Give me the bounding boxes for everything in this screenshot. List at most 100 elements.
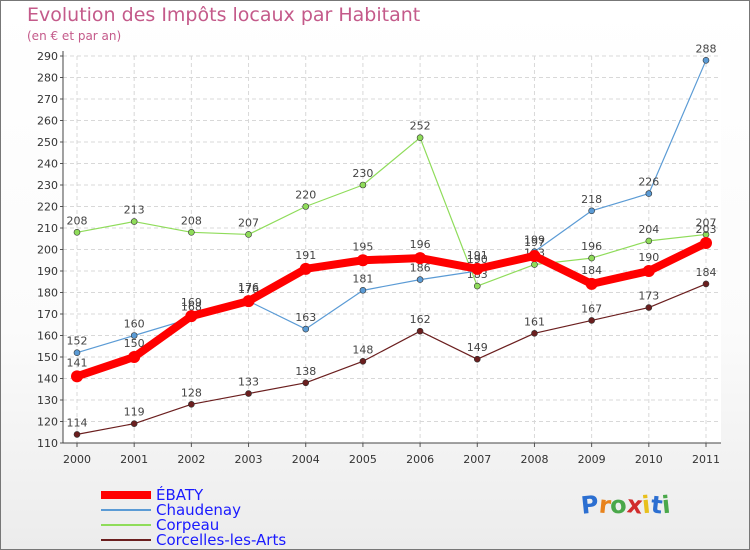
x-tick-label: 2006 xyxy=(406,453,434,466)
data-point xyxy=(128,351,141,363)
data-label: 252 xyxy=(410,120,431,133)
x-tick-label: 2008 xyxy=(520,453,548,466)
data-point xyxy=(416,327,424,335)
data-label: 199 xyxy=(524,234,545,247)
data-label: 181 xyxy=(352,272,373,285)
data-label: 208 xyxy=(67,214,88,227)
data-point xyxy=(473,355,481,363)
y-tick-label: 150 xyxy=(37,351,58,364)
data-label: 119 xyxy=(124,406,145,419)
legend-label: Corpeau xyxy=(156,516,219,534)
data-point xyxy=(73,431,81,438)
data-point xyxy=(702,56,710,64)
data-point xyxy=(700,237,712,250)
data-label: 190 xyxy=(467,253,488,266)
data-point xyxy=(185,310,198,323)
y-tick-label: 130 xyxy=(37,394,58,407)
data-label: 138 xyxy=(295,365,316,378)
data-label: 203 xyxy=(696,223,717,236)
data-point xyxy=(130,332,138,339)
data-point xyxy=(702,280,710,288)
y-tick-label: 280 xyxy=(37,72,58,85)
x-tick-label: 2004 xyxy=(292,453,320,466)
series-line-ÉBATY xyxy=(73,239,710,381)
y-tick-label: 270 xyxy=(37,93,58,106)
x-tick-label: 2002 xyxy=(177,453,205,466)
data-point xyxy=(588,317,595,324)
data-label: 213 xyxy=(124,204,145,217)
data-label: 184 xyxy=(581,264,602,277)
data-point xyxy=(73,349,81,357)
x-tick-label: 2003 xyxy=(235,453,263,466)
chart-title: Evolution des Impôts locaux par Habitant xyxy=(27,4,421,26)
data-point xyxy=(642,265,655,277)
data-label: 167 xyxy=(581,302,602,315)
y-tick-label: 230 xyxy=(37,179,58,192)
data-label: 191 xyxy=(295,249,316,262)
data-label: 150 xyxy=(124,337,145,350)
data-point xyxy=(299,262,312,275)
y-tick-label: 290 xyxy=(37,50,58,63)
data-label: 218 xyxy=(581,193,602,206)
data-point xyxy=(359,287,367,294)
data-label: 230 xyxy=(352,167,373,180)
data-point xyxy=(188,229,195,236)
y-tick-label: 160 xyxy=(37,330,58,343)
data-label: 207 xyxy=(238,216,259,229)
data-label: 197 xyxy=(524,236,545,249)
y-tick-label: 180 xyxy=(37,287,58,300)
y-tick-label: 200 xyxy=(37,244,58,257)
data-point xyxy=(645,190,653,197)
data-label: 161 xyxy=(524,315,545,328)
data-label: 141 xyxy=(67,356,88,369)
data-point xyxy=(188,400,195,408)
data-label: 173 xyxy=(638,290,659,303)
data-label: 191 xyxy=(467,249,488,262)
data-point xyxy=(588,254,595,262)
data-point xyxy=(416,276,424,283)
x-tick-label: 2010 xyxy=(635,453,663,466)
data-point xyxy=(73,229,81,236)
data-point xyxy=(356,254,369,267)
data-point xyxy=(645,237,653,245)
data-label: 169 xyxy=(181,296,202,309)
y-tick-label: 120 xyxy=(37,416,58,429)
data-label: 176 xyxy=(238,283,259,296)
series-line-Corpeau xyxy=(76,137,707,287)
data-label: 152 xyxy=(67,335,88,348)
data-label: 162 xyxy=(410,313,431,326)
y-tick-label: 220 xyxy=(37,201,58,214)
data-label: 208 xyxy=(181,214,202,227)
data-label: 133 xyxy=(238,376,259,389)
data-point xyxy=(531,330,538,337)
data-point xyxy=(359,357,367,365)
data-label: 114 xyxy=(67,416,88,429)
data-label: 207 xyxy=(696,216,717,229)
data-label: 160 xyxy=(124,318,145,331)
data-point xyxy=(359,181,367,189)
data-point xyxy=(130,420,138,427)
data-label: 176 xyxy=(238,281,259,294)
data-label: 186 xyxy=(410,262,431,275)
y-tick-label: 210 xyxy=(37,222,58,235)
y-tick-label: 170 xyxy=(37,308,58,321)
data-label: 196 xyxy=(581,240,602,253)
data-point xyxy=(245,231,252,238)
data-point xyxy=(585,277,598,290)
data-point xyxy=(473,282,481,290)
logo-letter: i xyxy=(660,490,672,520)
legend-label: ÉBATY xyxy=(156,485,204,504)
data-point xyxy=(531,261,538,268)
data-label: 226 xyxy=(638,176,659,189)
data-label: 288 xyxy=(696,42,717,55)
data-point xyxy=(416,134,424,141)
chart-subtitle: (en € et par an) xyxy=(27,29,122,43)
data-label: 220 xyxy=(295,189,316,202)
data-label: 168 xyxy=(181,300,202,313)
y-tick-label: 190 xyxy=(37,265,58,278)
data-label: 128 xyxy=(181,386,202,399)
y-tick-label: 260 xyxy=(37,115,58,128)
x-tick-label: 2000 xyxy=(63,453,91,466)
